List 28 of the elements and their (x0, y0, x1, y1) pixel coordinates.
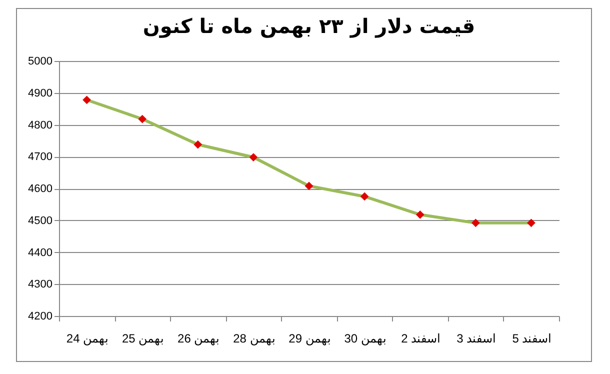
point (471, 218, 480, 228)
y-tick-label: 4700 (28, 151, 52, 164)
x-tick-label: بهمن 25 (122, 332, 164, 346)
point (249, 153, 258, 162)
x-tick-label: بهمن 24 (66, 332, 108, 346)
point (304, 182, 314, 190)
y-tick-label: 4600 (28, 183, 52, 195)
y-tick-label: 4900 (28, 87, 52, 100)
y-tick-label: 5000 (28, 56, 52, 68)
x-tick-label: اسفند 2 (401, 332, 440, 346)
y-tick-label: 4500 (28, 214, 52, 227)
point (138, 114, 147, 124)
x-tick-label: اسفند 3 (456, 332, 496, 346)
point (194, 140, 202, 149)
y-tick-label: 4400 (28, 246, 52, 259)
point (416, 210, 424, 219)
x-tick-label: بهمن 30 (344, 332, 386, 346)
y-tick-label: 4800 (28, 119, 52, 132)
point (360, 192, 369, 201)
x-tick-label: بهمن 29 (288, 332, 330, 346)
y-tick-label: 4200 (28, 310, 52, 322)
y-tick-label: 4300 (28, 278, 52, 291)
x-tick-label: اسفند 5 (512, 332, 552, 346)
point (82, 96, 91, 104)
x-tick-label: بهمن 26 (178, 332, 220, 346)
x-tick-label: بهمن 28 (233, 332, 275, 346)
point (527, 218, 536, 228)
chart-title: قیمت دلار از ۲۳ بهمن ماه تا کنون (142, 14, 476, 38)
